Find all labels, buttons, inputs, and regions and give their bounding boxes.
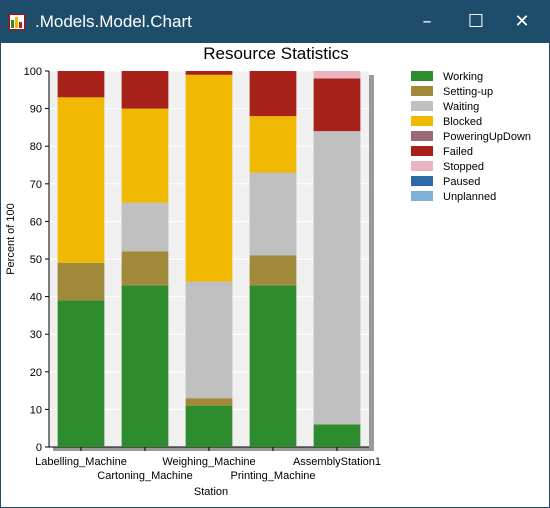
bar-segment (249, 285, 297, 447)
legend-label: Waiting (443, 101, 479, 113)
chart-title: Resource Statistics (203, 44, 349, 63)
plot-shadow-bottom (53, 447, 373, 451)
bar-segment (57, 97, 105, 263)
maximize-icon: ☐ (467, 11, 485, 32)
x-tick-label: Printing_Machine (231, 470, 316, 482)
bar-segment (185, 281, 233, 399)
bar-segment (57, 262, 105, 301)
legend-label: PoweringUpDown (443, 131, 531, 143)
bar-segment (121, 285, 169, 447)
legend-swatch (411, 71, 433, 81)
bar-segment (313, 424, 361, 447)
x-axis-label: Station (194, 486, 228, 498)
y-tick-label: 20 (30, 367, 42, 379)
chart-app-icon (9, 14, 25, 30)
y-tick-label: 60 (30, 216, 42, 228)
plot-layer: 0 10 20 30 40 50 60 70 80 90 100 Labelling_Machine C… (24, 66, 381, 482)
bar-segment (185, 405, 233, 447)
bar-segment (121, 108, 169, 203)
legend-swatch (411, 161, 433, 171)
legend-swatch (411, 146, 433, 156)
plot-shadow-right (369, 75, 374, 451)
y-tick-label: 0 (36, 442, 42, 454)
x-tick-label: Weighing_Machine (162, 456, 255, 468)
legend-label: Paused (443, 176, 480, 188)
legend-swatch (411, 86, 433, 96)
bar-segment (185, 398, 233, 406)
bar-segment (249, 71, 297, 117)
y-tick-label: 30 (30, 329, 42, 341)
bar-segment (185, 74, 233, 282)
y-tick-label: 50 (30, 254, 42, 266)
legend-swatch (411, 176, 433, 186)
window-title: .Models.Model.Chart (35, 12, 192, 31)
y-tick-label: 80 (30, 141, 42, 153)
close-button[interactable]: ✕ (502, 7, 542, 37)
bar-segment (121, 71, 169, 109)
bar-segment (313, 71, 361, 79)
close-icon: ✕ (514, 11, 530, 32)
bar-segment (313, 131, 361, 425)
bar-segment (249, 255, 297, 286)
y-tick-label: 40 (30, 292, 42, 304)
minimize-button[interactable]: – (407, 7, 447, 37)
bar-segment (313, 78, 361, 132)
y-tick-label: 70 (30, 179, 42, 191)
legend-label: Setting-up (443, 86, 493, 98)
legend-label: Working (443, 71, 483, 83)
legend-label: Unplanned (443, 191, 496, 203)
y-axis-label: Percent of 100 (5, 203, 17, 275)
x-tick-label: AssemblyStation1 (293, 456, 381, 468)
maximize-button[interactable]: ☐ (456, 7, 496, 37)
bar-segment (57, 71, 105, 98)
y-tick-label: 90 (30, 104, 42, 116)
legend-swatch (411, 101, 433, 111)
minimize-icon: – (422, 11, 432, 32)
y-tick-label: 10 (30, 404, 42, 416)
x-tick-label: Labelling_Machine (35, 456, 127, 468)
legend-label: Blocked (443, 116, 482, 128)
bar-segment (185, 71, 233, 75)
y-tick-label: 100 (24, 66, 42, 78)
legend-label: Stopped (443, 161, 484, 173)
legend-swatch (411, 131, 433, 141)
legend-swatch (411, 191, 433, 201)
legend-swatch (411, 116, 433, 126)
legend-label: Failed (443, 146, 473, 158)
bar-segment (121, 202, 169, 252)
legend: Working Setting-up Waiting Blocked PoweringU… (411, 71, 531, 203)
title-bar[interactable]: .Models.Model.Chart – ☐ ✕ (1, 1, 549, 43)
bar-segment (121, 251, 169, 286)
x-tick-label: Cartoning_Machine (97, 470, 192, 482)
bar-segment (57, 300, 105, 447)
bar-segment (249, 116, 297, 173)
bar-segment (249, 172, 297, 256)
